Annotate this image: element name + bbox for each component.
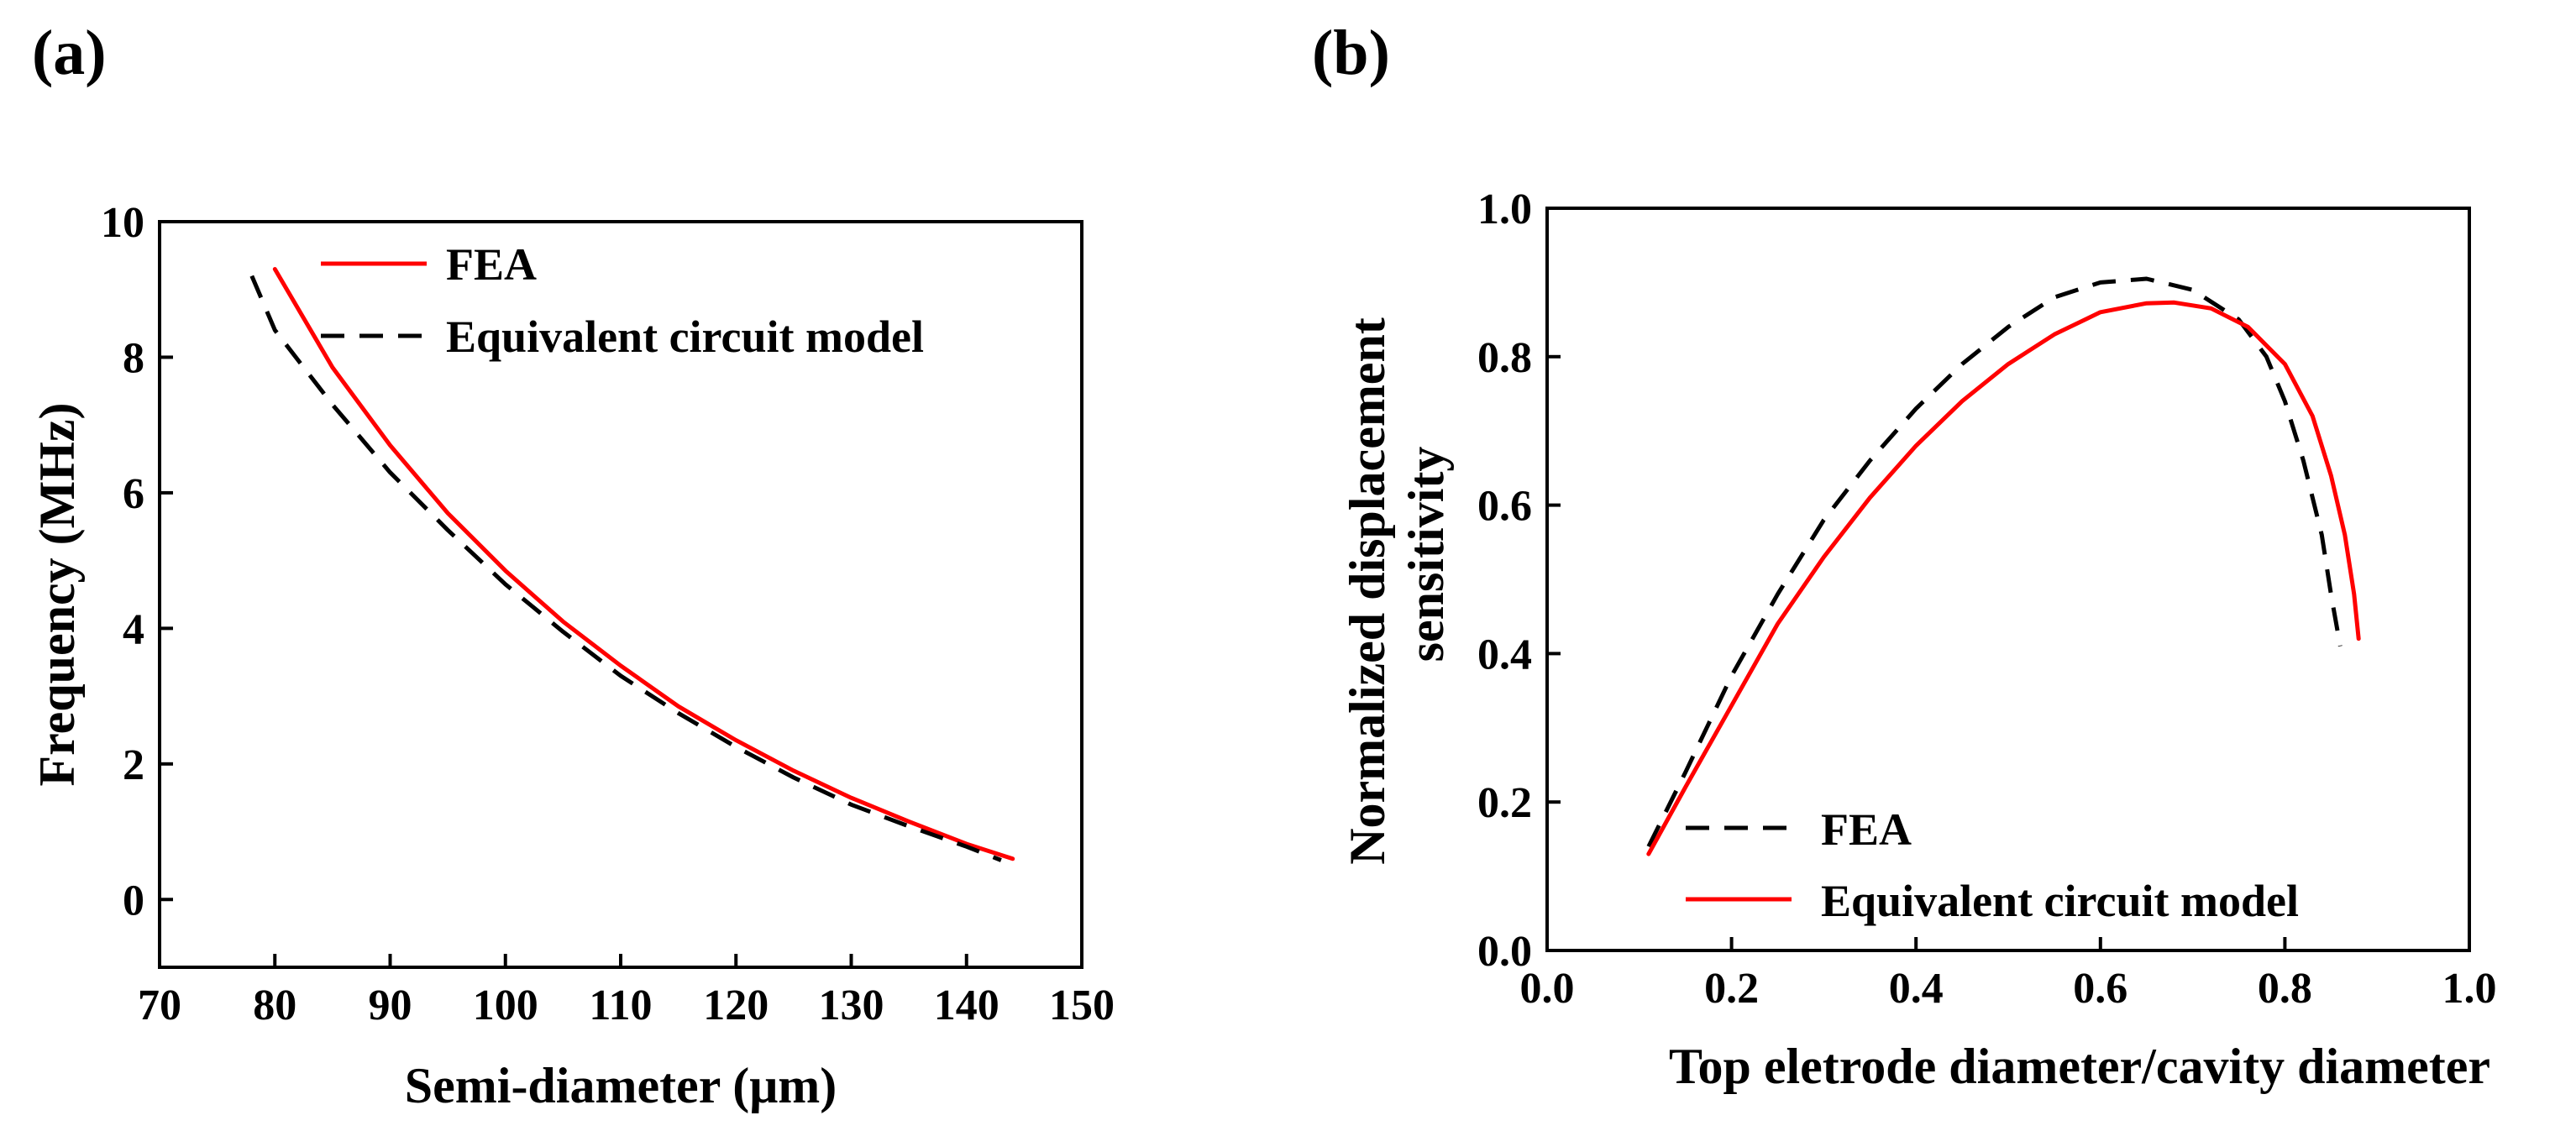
panel-label-b: (b): [1312, 18, 1390, 88]
x-tick-label: 110: [589, 982, 652, 1029]
y-tick-label: 8: [123, 334, 144, 382]
legend-b: FEA Equivalent circuit model: [1686, 804, 2299, 926]
y-axis-title-b-line2: sensitivity: [1398, 447, 1454, 662]
y-tick-label: 2: [123, 741, 144, 789]
chart-a: (a) 70 80 90 100 110 120 130 140 150 0 2 4 6 8 10 Sem…: [29, 18, 1115, 1113]
panel-label-a: (a): [32, 18, 107, 88]
y-tick-label: 0.2: [1477, 779, 1532, 827]
legend-label-fea-a: FEA: [446, 239, 537, 290]
y-tick-label: 1.0: [1477, 186, 1532, 233]
y-axis-a: 0 2 4 6 8 10: [101, 199, 173, 924]
y-tick-label: 10: [101, 199, 144, 247]
chart-b: (b) 0.0 0.2 0.4 0.6 0.8 1.0 0.0 0.2 0.4 0.6 0.8 1.…: [1312, 18, 2497, 1094]
x-tick-label: 0.2: [1704, 965, 1759, 1013]
x-tick-label: 70: [138, 982, 181, 1029]
x-tick-label: 0.6: [2073, 965, 2127, 1013]
y-axis-title-b-line1: Normalized displacement: [1340, 317, 1395, 865]
x-tick-label: 100: [473, 982, 538, 1029]
x-axis-a: 70 80 90 100 110 120 130 140 150: [138, 954, 1115, 1029]
series-line-equivalent-circuit-model: [249, 275, 1002, 862]
y-tick-label: 0: [123, 877, 144, 924]
y-tick-label: 0.6: [1477, 483, 1532, 531]
x-axis-title-a: Semi-diameter (μm): [405, 1058, 837, 1113]
series-group-a: [249, 267, 1015, 862]
series-line-fea: [272, 267, 1015, 861]
x-tick-label: 1.0: [2442, 965, 2497, 1013]
x-axis-b: 0.0 0.2 0.4 0.6 0.8 1.0: [1520, 937, 2497, 1013]
y-axis-title-a: Frequency (MHz): [29, 402, 85, 786]
x-tick-label: 80: [253, 982, 296, 1029]
legend-label-fea-b: FEA: [1821, 804, 1912, 855]
x-tick-label: 90: [369, 982, 412, 1029]
x-tick-label: 0.0: [1520, 965, 1575, 1013]
legend-label-ecm-b: Equivalent circuit model: [1821, 876, 2299, 926]
x-tick-label: 0.4: [1889, 965, 1944, 1013]
y-tick-label: 0.4: [1477, 631, 1532, 678]
x-tick-label: 140: [934, 982, 999, 1029]
plot-frame-b: [1545, 207, 2471, 952]
y-tick-label: 0.8: [1477, 334, 1532, 382]
legend-a: FEA Equivalent circuit model: [321, 239, 924, 362]
y-tick-label: 4: [123, 605, 144, 653]
series-group-b: [1646, 276, 2361, 856]
x-tick-label: 120: [703, 982, 769, 1029]
series-line-equivalent-circuit-model: [1646, 300, 2361, 856]
y-axis-b: 0.0 0.2 0.4 0.6 0.8 1.0: [1477, 186, 1561, 976]
x-tick-label: 0.8: [2258, 965, 2312, 1013]
legend-label-ecm-a: Equivalent circuit model: [446, 312, 924, 362]
x-axis-title-b: Top eletrode diameter/cavity diameter: [1669, 1039, 2490, 1094]
y-tick-label: 0.0: [1477, 928, 1532, 976]
x-tick-label: 150: [1049, 982, 1115, 1029]
series-line-fea: [1646, 276, 2343, 848]
y-tick-label: 6: [123, 470, 144, 518]
x-tick-label: 130: [819, 982, 884, 1029]
